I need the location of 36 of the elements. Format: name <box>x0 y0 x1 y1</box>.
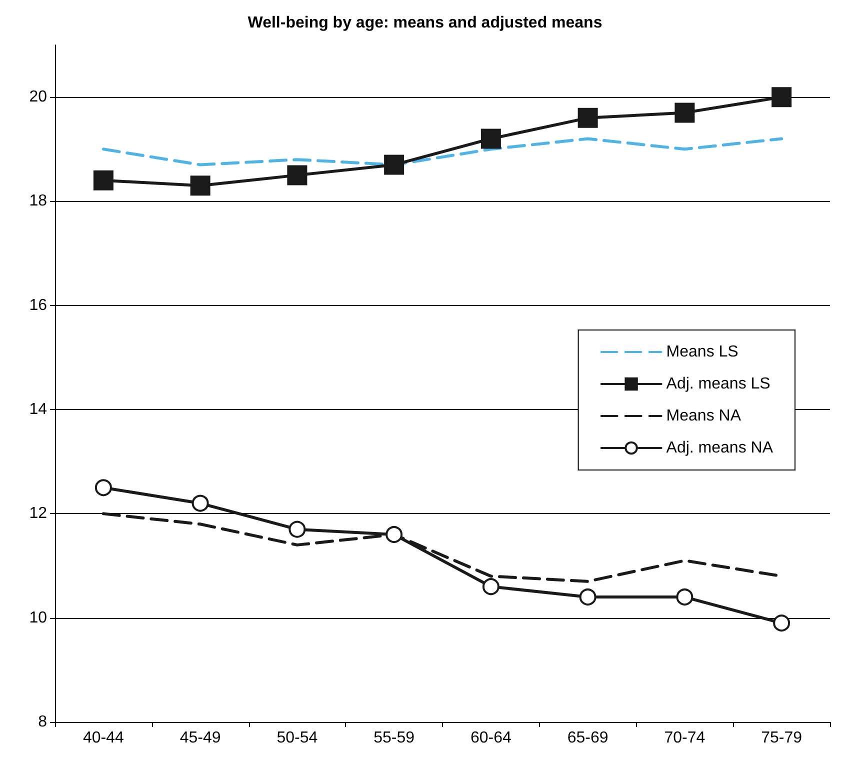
point <box>674 102 695 123</box>
point <box>482 578 500 596</box>
point <box>578 108 598 128</box>
point <box>192 494 209 512</box>
x-tick-label: 55-59 <box>374 730 415 746</box>
point <box>288 520 306 538</box>
point <box>676 588 694 606</box>
point <box>480 128 501 149</box>
point <box>190 176 210 196</box>
y-tick-label: 16 <box>29 296 48 314</box>
y-tick-label: 12 <box>29 505 48 522</box>
point <box>287 165 308 186</box>
point <box>94 479 112 496</box>
chart-title: Well-being by age: means and adjusted means <box>248 14 602 32</box>
point <box>773 614 790 632</box>
x-tick-label: 75-79 <box>761 730 802 746</box>
legend-label: Adj. means NA <box>666 440 774 456</box>
point <box>93 170 114 190</box>
point <box>384 154 404 175</box>
point <box>772 87 792 108</box>
x-tick-label: 70-74 <box>664 730 706 746</box>
legend-label: Means LS <box>666 344 738 360</box>
y-tick-label: 10 <box>29 609 48 626</box>
y-tick-label: 18 <box>29 192 48 210</box>
y-tick-label: 8 <box>38 714 48 730</box>
x-tick-label: 50-54 <box>276 730 318 746</box>
point <box>386 526 403 544</box>
y-tick-label: 20 <box>29 88 48 106</box>
x-tick-label: 45-49 <box>180 730 221 746</box>
legend-label: Means NA <box>666 408 742 424</box>
x-tick-label: 60-64 <box>470 730 512 746</box>
x-tick-label: 65-69 <box>567 730 608 746</box>
y-tick-label: 14 <box>29 401 48 418</box>
x-tick-label: 40-44 <box>82 730 124 746</box>
legend-label: Adj. means LS <box>666 376 770 392</box>
point <box>579 588 596 606</box>
